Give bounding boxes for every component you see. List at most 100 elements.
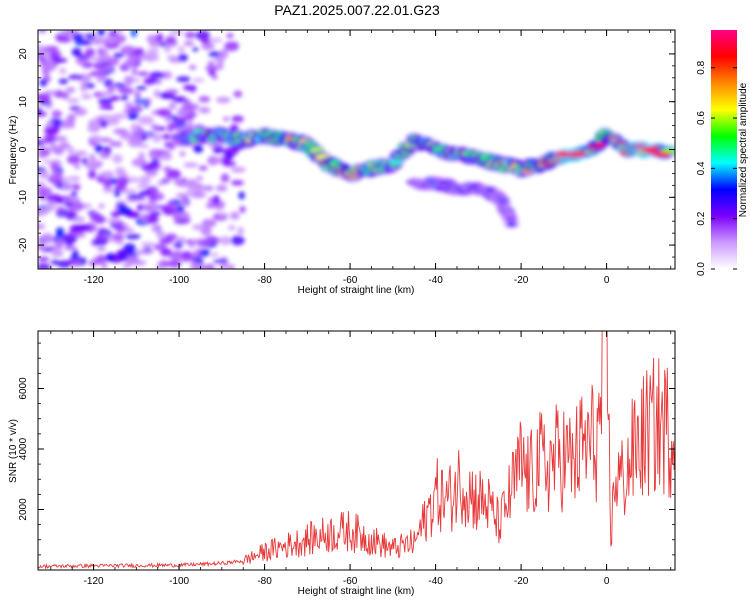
spectrogram-noise-cell — [50, 161, 58, 172]
spectrogram-noise-cell — [71, 250, 79, 259]
spectrogram-noise-cell — [182, 84, 197, 91]
spectrogram-noise-cell — [159, 93, 175, 99]
spectrogram-noise-cell — [98, 98, 113, 105]
spectrogram-noise-cell — [220, 173, 230, 183]
spectrogram-noise-cell — [63, 246, 78, 251]
spectrogram-noise-cell — [168, 30, 184, 35]
spectrogram-noise-cell — [156, 230, 166, 239]
spectrogram-noise-cell — [156, 33, 164, 43]
spectrogram-noise-cell — [140, 242, 156, 247]
spectrogram-noise-cell — [58, 78, 69, 85]
spectrogram-noise-cell — [104, 35, 117, 45]
spectrogram-noise-cell — [42, 159, 55, 165]
spectrogram-noise-cell — [201, 185, 214, 191]
spectrogram-noise-cell — [183, 40, 195, 46]
spectrogram-y-ticks: 20 10 0 -10 -20 — [18, 29, 675, 270]
spectrogram-noise-cell — [230, 180, 244, 186]
spectrogram-noise-cell — [126, 176, 140, 183]
spectrogram-x-ticks: -120 -100 -80 -60 -40 -20 0 — [50, 30, 672, 286]
spectrogram-noise-cell — [90, 37, 106, 45]
spectrogram-noise-cell — [139, 189, 154, 197]
spectrogram-noise-cell — [87, 125, 99, 133]
colorbar-tick-label: 0.6 — [696, 111, 707, 125]
spectrogram-noise-cell — [132, 56, 144, 62]
spectrogram-noise-cell — [143, 53, 160, 62]
spectrogram-noise-cell — [218, 212, 229, 217]
spectrogram-noise-cell — [153, 89, 161, 98]
spectrogram-noise-cell — [207, 155, 219, 166]
spectrogram-noise-cell — [65, 86, 76, 94]
spectrogram-noise-cell — [46, 194, 63, 204]
spectrogram-noise-cell — [71, 47, 82, 57]
spectrogram-noise-cell — [39, 101, 53, 106]
spectrogram-noise-cell — [166, 200, 176, 209]
spectrogram-noise-cell — [134, 196, 147, 201]
spectrogram-noise-cell — [97, 54, 113, 62]
spectrogram-noise-cell — [56, 37, 72, 43]
spectrogram-noise-cell — [43, 134, 56, 144]
spectrogram-noise-cell — [111, 113, 127, 120]
spectrogram-noise-cell — [173, 178, 185, 185]
spectrogram-noise-cell — [205, 65, 220, 72]
spectrogram-noise-cell — [165, 170, 181, 179]
spectrogram-noise-cell — [67, 145, 75, 156]
spectrogram-noise-cell — [165, 89, 179, 95]
spectrogram-noise-cell — [39, 170, 50, 179]
spectrogram-noise-cell — [38, 30, 47, 33]
spectrogram-noise-cell — [88, 153, 96, 162]
spectrogram-noise-cell — [216, 60, 224, 71]
snr-x-tick-label: -120 — [84, 576, 104, 587]
spectrogram-noise-cell — [85, 34, 96, 40]
spectrogram-noise-cell — [176, 76, 191, 83]
snr-x-ticks: -120 -100 -80 -60 -40 -20 0 — [50, 331, 672, 587]
spectrogram-noise-cell — [109, 140, 116, 148]
spectrogram-noise-cell — [39, 78, 48, 87]
spectrogram-x-tick-label: -20 — [514, 275, 529, 286]
spectrogram-noise-cell — [53, 146, 65, 155]
spectrogram-noise-cell — [230, 235, 245, 246]
spectrogram-noise-cell — [133, 98, 149, 104]
spectrogram-noise-cell — [51, 169, 63, 179]
spectrogram-noise-cell — [207, 60, 215, 66]
spectrogram-noise-cell — [55, 227, 65, 238]
spectrogram-noise-cell — [109, 95, 121, 101]
spectrogram-noise-cell — [215, 184, 228, 192]
spectrogram-noise-cell — [136, 183, 149, 189]
spectrogram-noise-cell — [180, 104, 191, 110]
spectrogram-noise-cell — [145, 215, 159, 225]
spectrogram-noise-cell — [45, 104, 53, 110]
spectrogram-noise-cell — [238, 191, 245, 200]
spectrogram-noise-cell — [68, 121, 75, 129]
spectrogram-noise-cell — [142, 203, 150, 209]
spectrogram-noise-cell — [71, 32, 84, 41]
snr-x-tick-label: -60 — [343, 576, 358, 587]
spectrogram-noise-cell — [51, 110, 63, 119]
spectrogram-noise-cell — [113, 189, 121, 198]
spectrogram-noise-cell — [88, 169, 97, 180]
spectrogram-noise-cell — [57, 206, 65, 215]
spectrogram-noise-cell — [114, 167, 126, 174]
spectrogram-noise-cell — [219, 48, 229, 59]
spectrogram-noise-cell — [190, 191, 206, 199]
spectrogram-noise-cell — [112, 233, 125, 241]
spectrogram-noise-cell — [120, 94, 129, 101]
spectrogram-noise-cell — [68, 227, 84, 234]
spectrogram-noise-cell — [208, 51, 222, 58]
spectrogram-noise-cell — [137, 115, 154, 125]
spectrogram-noise-cell — [149, 71, 165, 79]
snr-y-tick-label: 4000 — [18, 437, 29, 460]
spectrogram-y-tick-label: 20 — [18, 48, 29, 60]
spectrogram-noise-cell — [160, 248, 173, 257]
colorbar-label: Normalized spectral amplitude — [738, 82, 749, 217]
snr-y-ticks: 2000 4000 6000 — [18, 342, 675, 556]
spectrogram-noise-cell — [96, 236, 110, 244]
spectrogram-noise-cell — [71, 183, 81, 191]
spectrogram-x-tick-label: -120 — [84, 275, 104, 286]
spectrogram-noise-cell — [230, 166, 246, 173]
spectrogram-noise-cell — [53, 93, 70, 98]
spectrogram-noise-cell — [159, 42, 168, 47]
spectrogram-noise-cell — [59, 67, 67, 75]
spectrogram-noise-cell — [45, 121, 53, 128]
spectrogram-ridge-cell — [309, 147, 324, 154]
spectrogram-y-tick-label: 10 — [18, 96, 29, 108]
